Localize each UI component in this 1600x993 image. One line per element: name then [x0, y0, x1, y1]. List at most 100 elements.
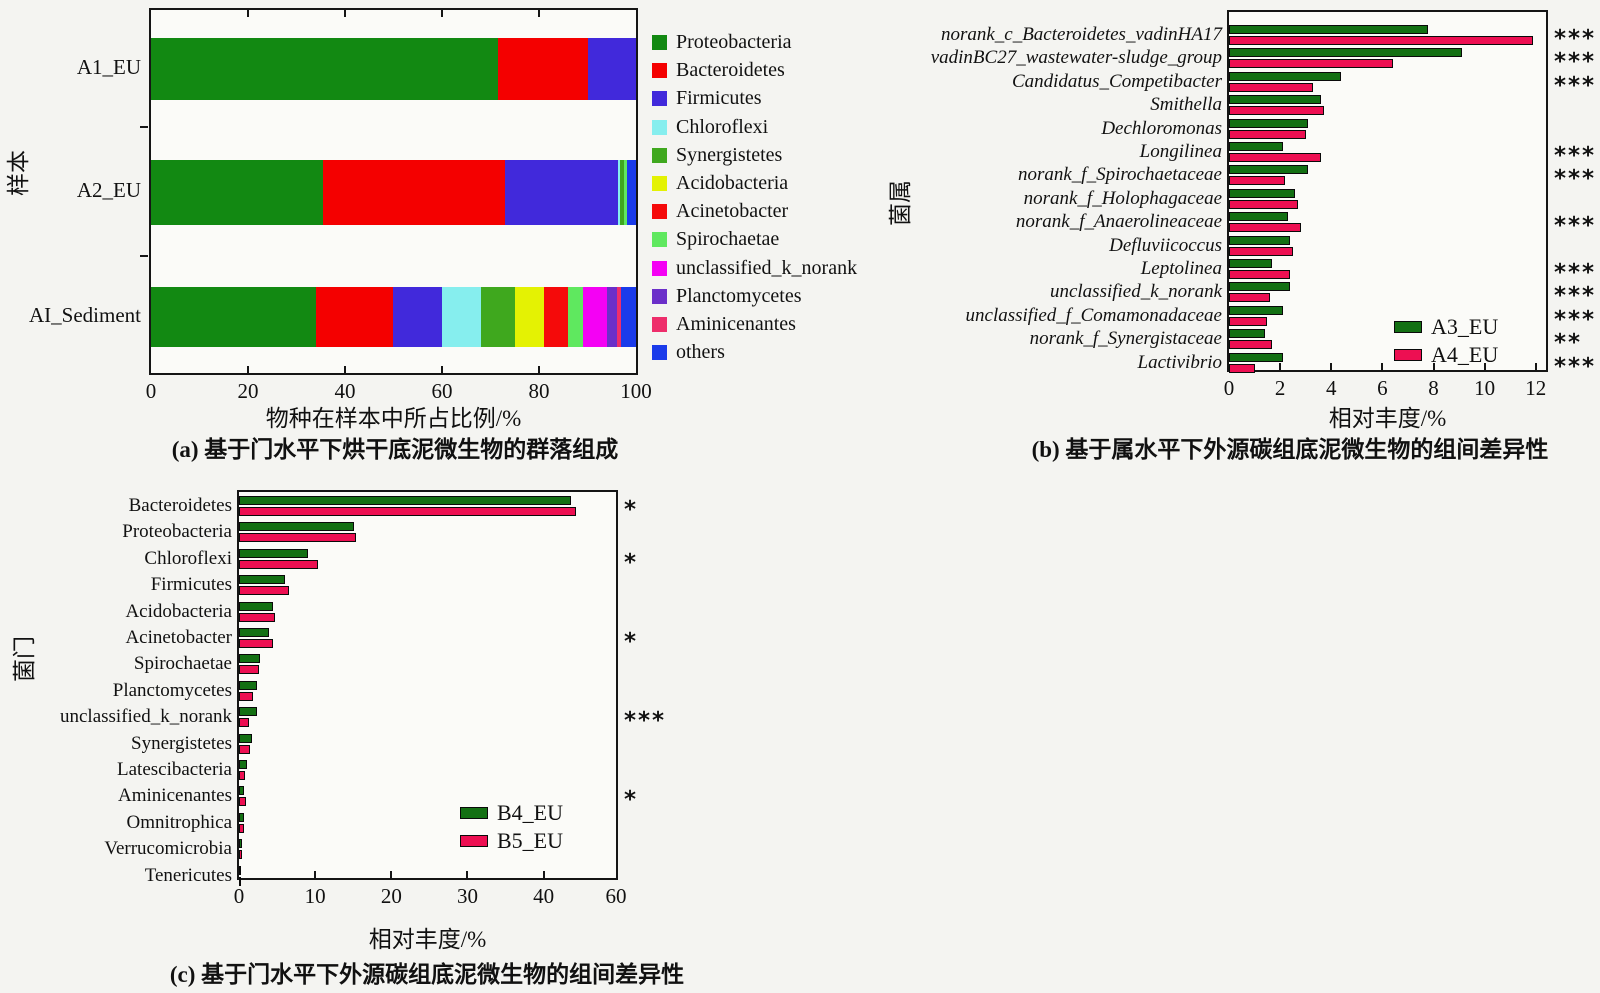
bar-segment-Planctomycetes [606, 287, 617, 347]
bar-A3_EU [1229, 71, 1342, 81]
bar-B4_EU [239, 865, 242, 875]
bar-B4_EU [239, 812, 244, 822]
legend-item: unclassified_k_norank [652, 257, 857, 280]
category-label: unclassified_f_Comamonadaceae [965, 304, 1222, 326]
x-tick [542, 871, 545, 878]
x-tick [1483, 363, 1486, 370]
bar-A4_EU [1229, 340, 1273, 350]
significance-stars: ** [1554, 330, 1583, 357]
bar-A4_EU [1229, 223, 1301, 233]
bar-B4_EU [239, 628, 270, 637]
category-label: unclassified_k_norank [1049, 281, 1222, 303]
bar-B4_EU [239, 839, 243, 849]
x-tick-label: 20 [237, 379, 259, 403]
category-label: Firmicutes [150, 574, 232, 596]
significance-stars: *** [1554, 306, 1597, 333]
sample-bar [151, 287, 636, 347]
legend-label: Chloroflexi [676, 115, 769, 138]
bar-A4_EU [1229, 153, 1322, 162]
category-label: unclassified_k_norank [59, 706, 232, 728]
category-label: Verrucomicrobia [104, 838, 232, 860]
legend-item: Chloroflexi [652, 116, 768, 139]
x-tick-label: 60 [605, 884, 627, 908]
significance-stars: *** [1554, 260, 1597, 286]
bar-B4_EU [239, 522, 354, 532]
legend-item: Synergistetes [652, 144, 782, 167]
legend-label: Aminicenantes [676, 313, 796, 335]
category-label: Bacteroidetes [128, 495, 232, 516]
bar-A4_EU [1229, 82, 1314, 92]
x-tick [538, 10, 540, 17]
bar-A3_EU [1229, 282, 1291, 292]
plot-area [149, 8, 638, 375]
bar-A3_EU [1229, 118, 1309, 128]
bar-B4_EU [239, 601, 274, 611]
others-legend-swatch [652, 345, 667, 361]
category-label: Acidobacteria [125, 600, 232, 622]
legend-item: Planctomycetes [652, 285, 802, 308]
sample-label: AI_Sediment [29, 302, 141, 327]
bar-B5_EU [239, 559, 319, 569]
x-tick-label: 0 [1223, 376, 1235, 400]
bar-segment-Acinetobacter [543, 287, 569, 347]
bar-segment-others [627, 160, 636, 225]
y-axis-tick [140, 255, 148, 257]
x-tick-label: 8 [1428, 376, 1439, 400]
x-tick-label: 12 [1525, 376, 1547, 400]
chart-b-x-axis-title: 相对丰度/% [1328, 406, 1447, 431]
bar-segment-Chloroflexi [618, 160, 620, 225]
legend-label: Acinetobacter [676, 200, 789, 223]
significance-stars: * [624, 787, 639, 814]
bar-B4_EU [239, 548, 309, 558]
bar-B5_EU [239, 586, 290, 596]
bar-A3_EU [1229, 165, 1309, 175]
bar-A3_EU [1229, 95, 1322, 105]
x-tick-label: 4 [1326, 376, 1337, 400]
bar-segment-Bacteroidetes [497, 38, 589, 100]
bar-segment-Proteobacteria [151, 160, 324, 225]
bar-segment-Acidobacteria [514, 287, 544, 347]
Chloroflexi-legend-swatch [652, 119, 667, 135]
legend-label: Bacteroidetes [676, 59, 785, 82]
significance-stars: *** [1554, 26, 1597, 52]
legend-label: B5_EU [497, 828, 563, 853]
bar-segment-Firmicutes [505, 160, 619, 225]
legend-label: A4_EU [1431, 342, 1499, 367]
x-tick-label: 100 [620, 379, 652, 403]
plot-area [237, 490, 618, 886]
legend-item: Bacteroidetes [652, 59, 785, 82]
category-label: Lactivibrio [1137, 351, 1222, 373]
category-label: norank_c_Bacteroidetes_vadinHA17 [940, 24, 1222, 45]
x-tick-label: 40 [533, 884, 555, 908]
x-tick-label: 0 [145, 379, 157, 403]
bar-segment-Spirochaetae [568, 287, 583, 347]
category-label: norank_f_Holophagaceae [1023, 187, 1222, 209]
bar-B5_EU [239, 771, 246, 780]
chart-b-caption: (b) 基于属水平下外源碳组底泥微生物的组间差异性 [1031, 437, 1549, 462]
legend-label: Planctomycetes [676, 284, 802, 307]
legend-label: A3_EU [1431, 314, 1499, 339]
bar-A4_EU [1229, 199, 1299, 209]
bar-A3_EU [1229, 25, 1429, 34]
x-tick [1279, 363, 1282, 370]
legend-item: Acinetobacter [652, 200, 788, 223]
category-label: Acinetobacter [125, 627, 232, 648]
bar-A4_EU [1229, 270, 1291, 279]
sample-bar [151, 38, 636, 100]
bar-segment-Chloroflexi [441, 287, 481, 347]
bar-A3_EU [1229, 142, 1283, 151]
bar-segment-Firmicutes [393, 287, 442, 347]
Synergistetes-legend-swatch [652, 147, 667, 163]
bar-B4_EU [239, 680, 257, 690]
bar-A4_EU [1229, 316, 1268, 326]
bar-A3_EU [1229, 188, 1296, 198]
legend-item: B4_EU [460, 800, 563, 826]
x-tick [441, 366, 443, 373]
x-tick [1381, 363, 1384, 370]
x-tick [466, 871, 469, 878]
category-label: Aminicenantes [118, 785, 232, 807]
legend-label: B4_EU [497, 800, 563, 825]
bar-B4_EU [239, 707, 257, 717]
x-tick-label: 2 [1274, 376, 1286, 400]
x-tick [1330, 363, 1333, 370]
